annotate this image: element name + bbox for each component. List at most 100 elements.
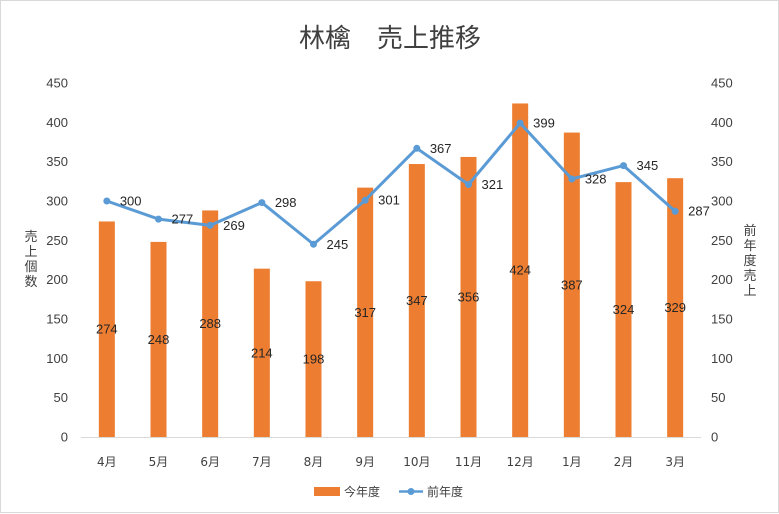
- bar: [408, 164, 425, 437]
- line-point: [516, 119, 524, 127]
- left-tick-label: 200: [46, 272, 68, 287]
- x-tick-label: 2月: [614, 455, 634, 469]
- right-tick-label: 300: [711, 194, 733, 209]
- x-tick-label: 12月: [507, 455, 534, 469]
- left-tick-label: 350: [46, 154, 68, 169]
- x-tick-label: 1月: [562, 455, 582, 469]
- line-data-labels: 300 277 269 298 245 301 367 321 399 328 345 287: [120, 116, 710, 252]
- bar-data-label: 347: [406, 293, 428, 308]
- line-point: [103, 197, 111, 205]
- bar: [202, 210, 219, 437]
- bar: [150, 241, 167, 437]
- line-data-label: 300: [120, 194, 142, 209]
- line-path: [106, 121, 677, 246]
- bar-data-label: 329: [664, 300, 686, 315]
- line-data-label: 328: [585, 171, 607, 186]
- legend-label-this-year: 今年度: [344, 484, 380, 499]
- axis-label-text: 売上個数: [24, 229, 37, 290]
- left-tick-label: 0: [61, 430, 68, 445]
- y-axis-label-right: 前年度売上: [743, 223, 756, 299]
- bar: [253, 268, 270, 437]
- right-tick-label: 400: [711, 115, 733, 130]
- chart-title: 林檎 売上推移: [299, 24, 481, 54]
- bar: [305, 281, 322, 437]
- right-tick-label: 50: [711, 390, 725, 405]
- line-data-label: 245: [327, 237, 349, 252]
- line-data-label: 367: [430, 141, 452, 156]
- left-tick-label: 150: [46, 312, 68, 327]
- x-tick-label: 6月: [200, 455, 220, 469]
- bar-data-label: 288: [199, 316, 221, 331]
- line-point: [568, 175, 576, 183]
- left-tick-label: 300: [46, 194, 68, 209]
- right-tick-label: 250: [711, 233, 733, 248]
- x-tick-label: 11月: [455, 455, 482, 469]
- legend-label-last-year: 前年度: [427, 484, 463, 499]
- bar: [667, 178, 684, 438]
- line-data-label: 269: [223, 218, 245, 233]
- line-data-label: 399: [533, 116, 555, 131]
- bar: [357, 187, 374, 437]
- bar-data-label: 356: [458, 289, 480, 304]
- right-axis-ticks: 0 50 100 150 200 250 300 350 400 450: [711, 76, 733, 445]
- bar: [460, 156, 477, 438]
- left-tick-label: 100: [46, 351, 68, 366]
- x-tick-label: 5月: [149, 455, 169, 469]
- line-point: [465, 180, 472, 188]
- x-tick-label: 4月: [97, 455, 117, 469]
- legend-marker-last-year: [407, 488, 415, 495]
- bar-data-labels: 274 248 288 214 198 317 347 356 424 387 324 329: [96, 263, 686, 367]
- x-tick-label: 7月: [252, 455, 272, 469]
- left-axis-ticks: 0 50 100 150 200 250 300 350 400 450: [46, 76, 68, 445]
- left-tick-label: 400: [46, 115, 68, 130]
- bar-data-label: 424: [509, 263, 531, 278]
- bar: [563, 132, 580, 437]
- line-point: [361, 196, 369, 204]
- line-point: [620, 162, 627, 170]
- line-point: [155, 215, 162, 223]
- line-data-label: 298: [275, 195, 297, 210]
- x-tick-label: 3月: [665, 455, 685, 469]
- line-data-label: 321: [482, 177, 504, 192]
- bar: [512, 103, 529, 437]
- right-tick-label: 150: [711, 312, 733, 327]
- bar-data-label: 274: [96, 322, 118, 337]
- line-series-last-year: [103, 119, 679, 248]
- left-tick-label: 50: [54, 390, 68, 405]
- line-point: [310, 240, 317, 248]
- left-tick-label: 450: [46, 76, 68, 91]
- right-tick-label: 100: [711, 351, 733, 366]
- legend-swatch-this-year: [314, 487, 340, 496]
- line-data-label: 287: [688, 204, 710, 219]
- line-data-label: 345: [637, 158, 659, 173]
- x-axis-ticks: 4月 5月 6月 7月 8月 9月 10月 11月 12月 1月 2月 3月: [97, 455, 685, 469]
- right-tick-label: 450: [711, 76, 733, 91]
- bar-data-label: 317: [354, 305, 376, 320]
- bar-data-label: 324: [613, 302, 635, 317]
- bar-data-label: 387: [561, 277, 583, 292]
- x-tick-label: 8月: [304, 455, 324, 469]
- right-tick-label: 0: [711, 430, 718, 445]
- x-tick-label: 10月: [403, 455, 430, 469]
- bar: [615, 182, 632, 437]
- bar: [98, 221, 115, 437]
- line-point: [413, 144, 421, 152]
- left-tick-label: 250: [46, 233, 68, 248]
- line-point: [206, 221, 214, 229]
- legend: 今年度 前年度: [314, 484, 463, 499]
- line-point: [258, 199, 266, 207]
- axis-label-text: 前年度売上: [743, 223, 756, 299]
- y-axis-label-left: 売上個数: [24, 229, 37, 290]
- bar-data-label: 214: [251, 345, 273, 360]
- bar-data-label: 198: [303, 352, 325, 367]
- x-tick-label: 9月: [355, 455, 375, 469]
- bar-data-label: 248: [148, 332, 170, 347]
- line-point: [671, 207, 679, 215]
- right-tick-label: 200: [711, 272, 733, 287]
- line-data-label: 277: [172, 212, 194, 227]
- right-tick-label: 350: [711, 154, 733, 169]
- bar-series-this-year: [98, 103, 684, 438]
- line-data-label: 301: [378, 193, 400, 208]
